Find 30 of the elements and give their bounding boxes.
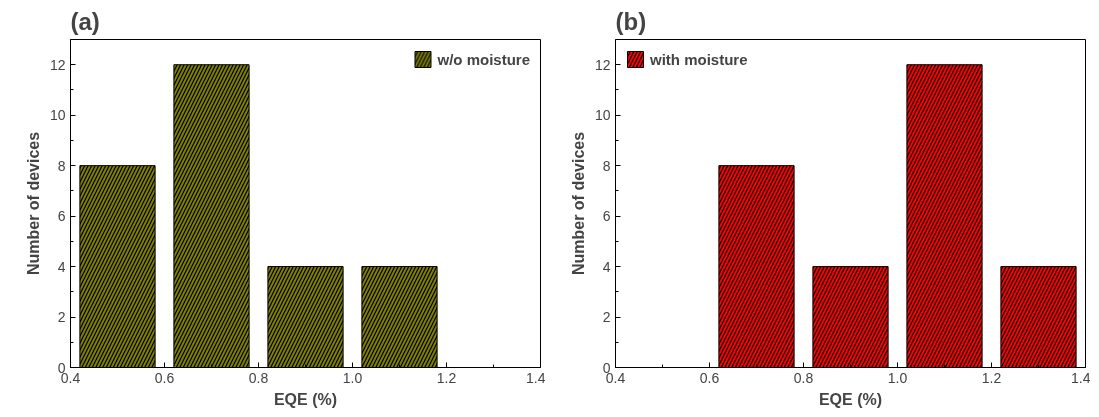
y-tick-label: 4 bbox=[602, 258, 611, 275]
y-tick-label: 10 bbox=[49, 107, 66, 124]
y-axis-title: Number of devices bbox=[569, 131, 587, 276]
y-tick-label: 2 bbox=[602, 309, 611, 326]
y-tick-label: 4 bbox=[57, 258, 66, 275]
chart-title: (a) bbox=[70, 7, 100, 35]
y-tick-label: 2 bbox=[57, 309, 66, 326]
y-tick-label: 8 bbox=[57, 157, 66, 174]
legend-label: with moisture bbox=[650, 50, 748, 68]
x-tick-label: 0.8 bbox=[793, 369, 814, 386]
x-tick-label: 0.6 bbox=[699, 369, 720, 386]
x-tick-label: 1.2 bbox=[981, 369, 1002, 386]
x-tick-label: 1.4 bbox=[1071, 369, 1091, 386]
legend-label: w/o moisture bbox=[437, 50, 530, 68]
x-tick-label: 1.0 bbox=[342, 369, 363, 386]
x-tick-label: 1.4 bbox=[526, 369, 546, 386]
x-tick-label: 0.6 bbox=[154, 369, 175, 386]
y-tick-label: 12 bbox=[594, 56, 611, 73]
y-tick-label: 6 bbox=[602, 208, 611, 225]
x-tick-label: 1.0 bbox=[887, 369, 908, 386]
y-axis-title: Number of devices bbox=[24, 131, 42, 276]
x-tick-label: 0.8 bbox=[248, 369, 269, 386]
x-axis-title: EQE (%) bbox=[818, 390, 883, 408]
y-tick-label: 10 bbox=[594, 107, 611, 124]
y-tick-label: 6 bbox=[57, 208, 66, 225]
x-tick-label: 1.2 bbox=[436, 369, 457, 386]
chart-title: (b) bbox=[615, 7, 647, 35]
y-tick-label: 8 bbox=[602, 157, 611, 174]
y-tick-label: 12 bbox=[49, 56, 66, 73]
x-axis-title: EQE (%) bbox=[273, 390, 338, 408]
